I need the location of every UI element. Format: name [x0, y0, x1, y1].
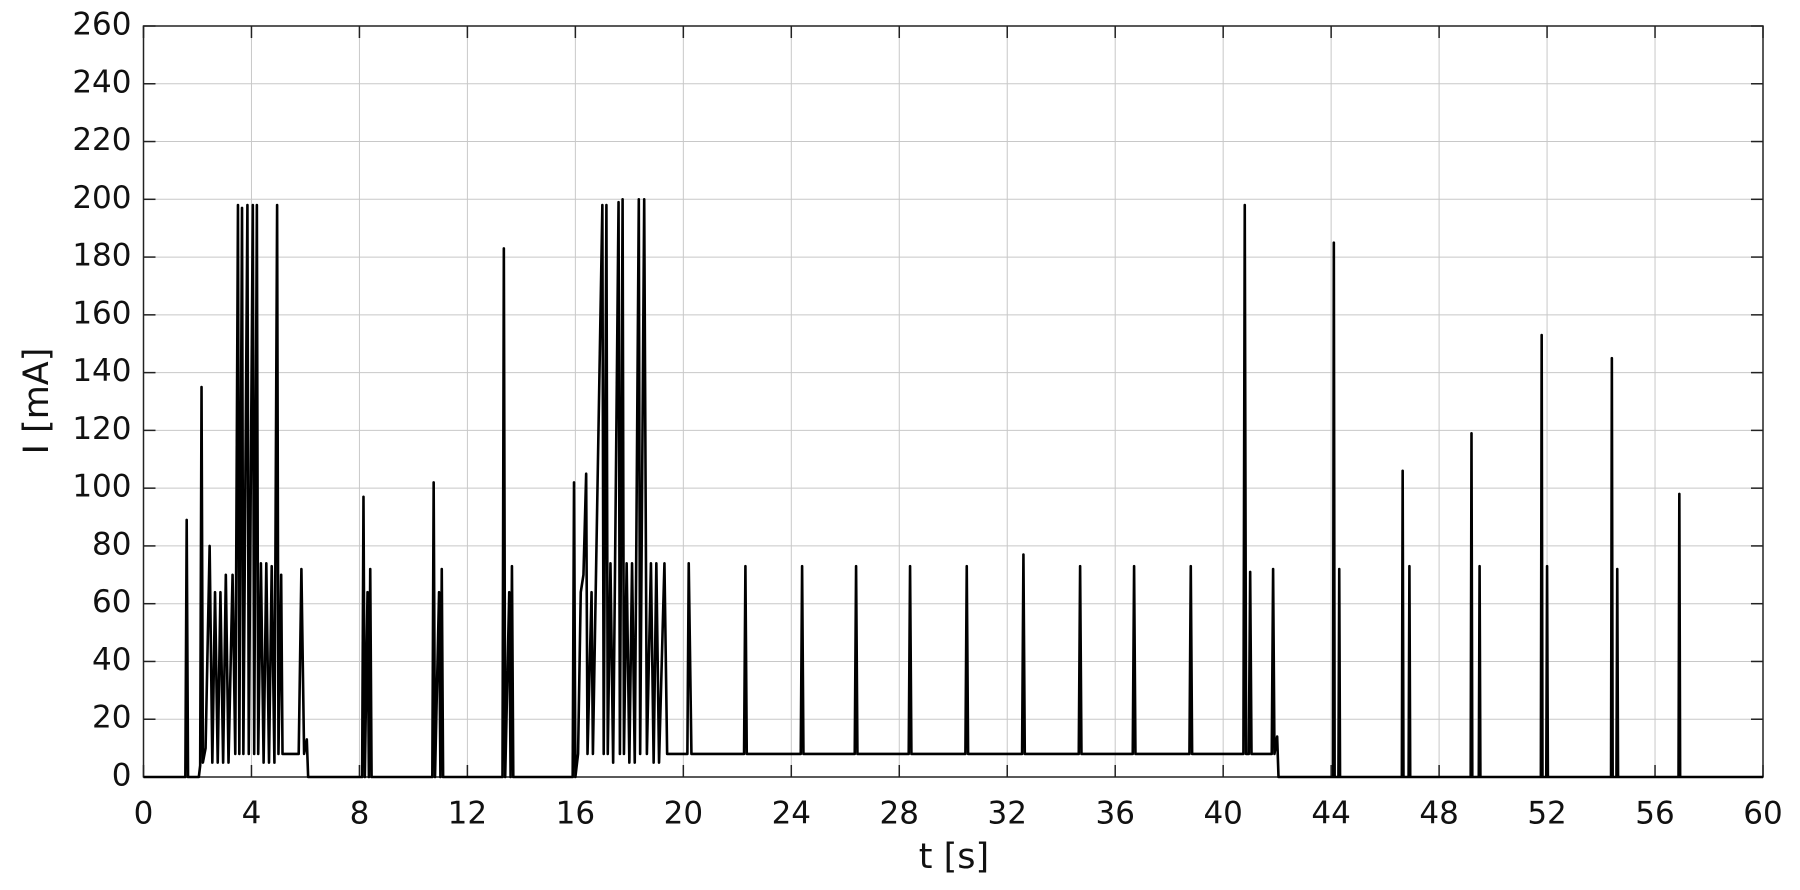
x-tick-label: 20 — [664, 796, 703, 832]
y-tick-label: 260 — [72, 7, 131, 43]
y-tick-label: 20 — [92, 700, 131, 736]
data-line — [143, 198, 1763, 779]
y-tick-label: 40 — [92, 642, 131, 678]
x-tick-label: 8 — [350, 796, 370, 832]
x-tick-label: 56 — [1635, 796, 1674, 832]
y-tick-label: 180 — [72, 238, 131, 274]
x-axis-label: t [s] — [919, 837, 989, 877]
x-tick-label: 40 — [1203, 796, 1242, 832]
plot-frame — [142, 25, 1764, 778]
x-tick-label: 28 — [880, 796, 919, 832]
y-tick-label: 60 — [92, 584, 131, 620]
y-axis-label: I [mA] — [17, 348, 57, 455]
y-tick-label: 100 — [72, 469, 131, 505]
x-tick-label: 60 — [1743, 796, 1782, 832]
x-tick-label: 12 — [448, 796, 487, 832]
x-tick-label: 48 — [1419, 796, 1458, 832]
y-tick-label: 140 — [72, 353, 131, 389]
y-tick-label: 220 — [72, 122, 131, 158]
y-tick-label: 200 — [72, 180, 131, 216]
x-tick-label: 0 — [134, 796, 154, 832]
x-tick-label: 16 — [556, 796, 595, 832]
y-tick-label: 240 — [72, 64, 131, 100]
y-tick-label: 160 — [72, 295, 131, 331]
x-tick-label: 24 — [772, 796, 811, 832]
x-tick-label: 32 — [988, 796, 1027, 832]
x-tick-label: 44 — [1311, 796, 1350, 832]
x-tick-label: 52 — [1527, 796, 1566, 832]
y-tick-label: 80 — [92, 526, 131, 562]
x-tick-label: 36 — [1095, 796, 1134, 832]
y-tick-label: 0 — [112, 758, 132, 794]
y-tick-label: 120 — [72, 411, 131, 447]
x-tick-label: 4 — [242, 796, 262, 832]
